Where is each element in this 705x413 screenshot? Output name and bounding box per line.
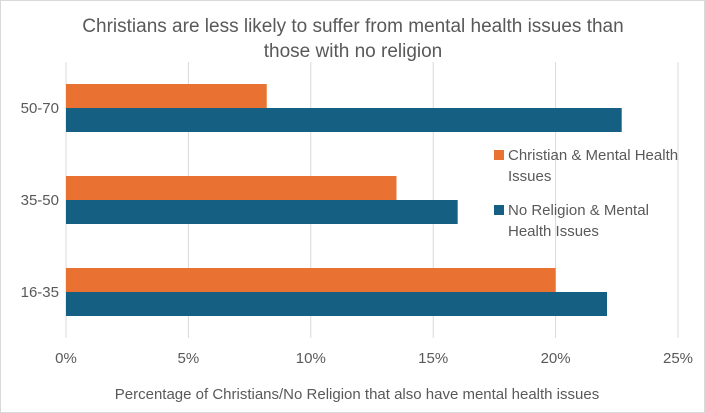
y-tick-label: 35-50: [21, 192, 59, 209]
bar-christian-16-35: [66, 268, 556, 292]
bar-christian-35-50: [66, 176, 397, 200]
chart-title-line-2: those with no religion: [264, 41, 443, 62]
legend-label-christian-line-1: Christian & Mental Health: [508, 147, 678, 164]
bar-no-religion-16-35: [66, 292, 608, 316]
legend-swatch-no-religion: [494, 205, 504, 215]
bar-no-religion-50-70: [66, 108, 622, 132]
legend-label-no-religion-line-2: Health Issues: [508, 223, 599, 240]
legend-label-no-religion-line-1: No Religion & Mental: [508, 202, 649, 219]
x-tick-label: 0%: [55, 350, 77, 367]
y-tick-label: 16-35: [21, 284, 59, 301]
x-tick-label: 5%: [178, 350, 200, 367]
legend-swatch-christian: [494, 150, 504, 160]
x-tick-label: 25%: [663, 350, 693, 367]
legend-label-christian-line-2: Issues: [508, 168, 551, 185]
x-tick-label: 20%: [541, 350, 571, 367]
bar-christian-50-70: [66, 84, 267, 108]
x-axis-title: Percentage of Christians/No Religion tha…: [115, 386, 599, 403]
x-tick-label: 10%: [296, 350, 326, 367]
x-tick-label: 15%: [418, 350, 448, 367]
y-tick-label: 50-70: [21, 100, 59, 117]
legend: Christian & Mental Health Issues No Reli…: [494, 147, 678, 240]
bar-no-religion-35-50: [66, 200, 458, 224]
chart-title-line-1: Christians are less likely to suffer fro…: [82, 16, 623, 37]
